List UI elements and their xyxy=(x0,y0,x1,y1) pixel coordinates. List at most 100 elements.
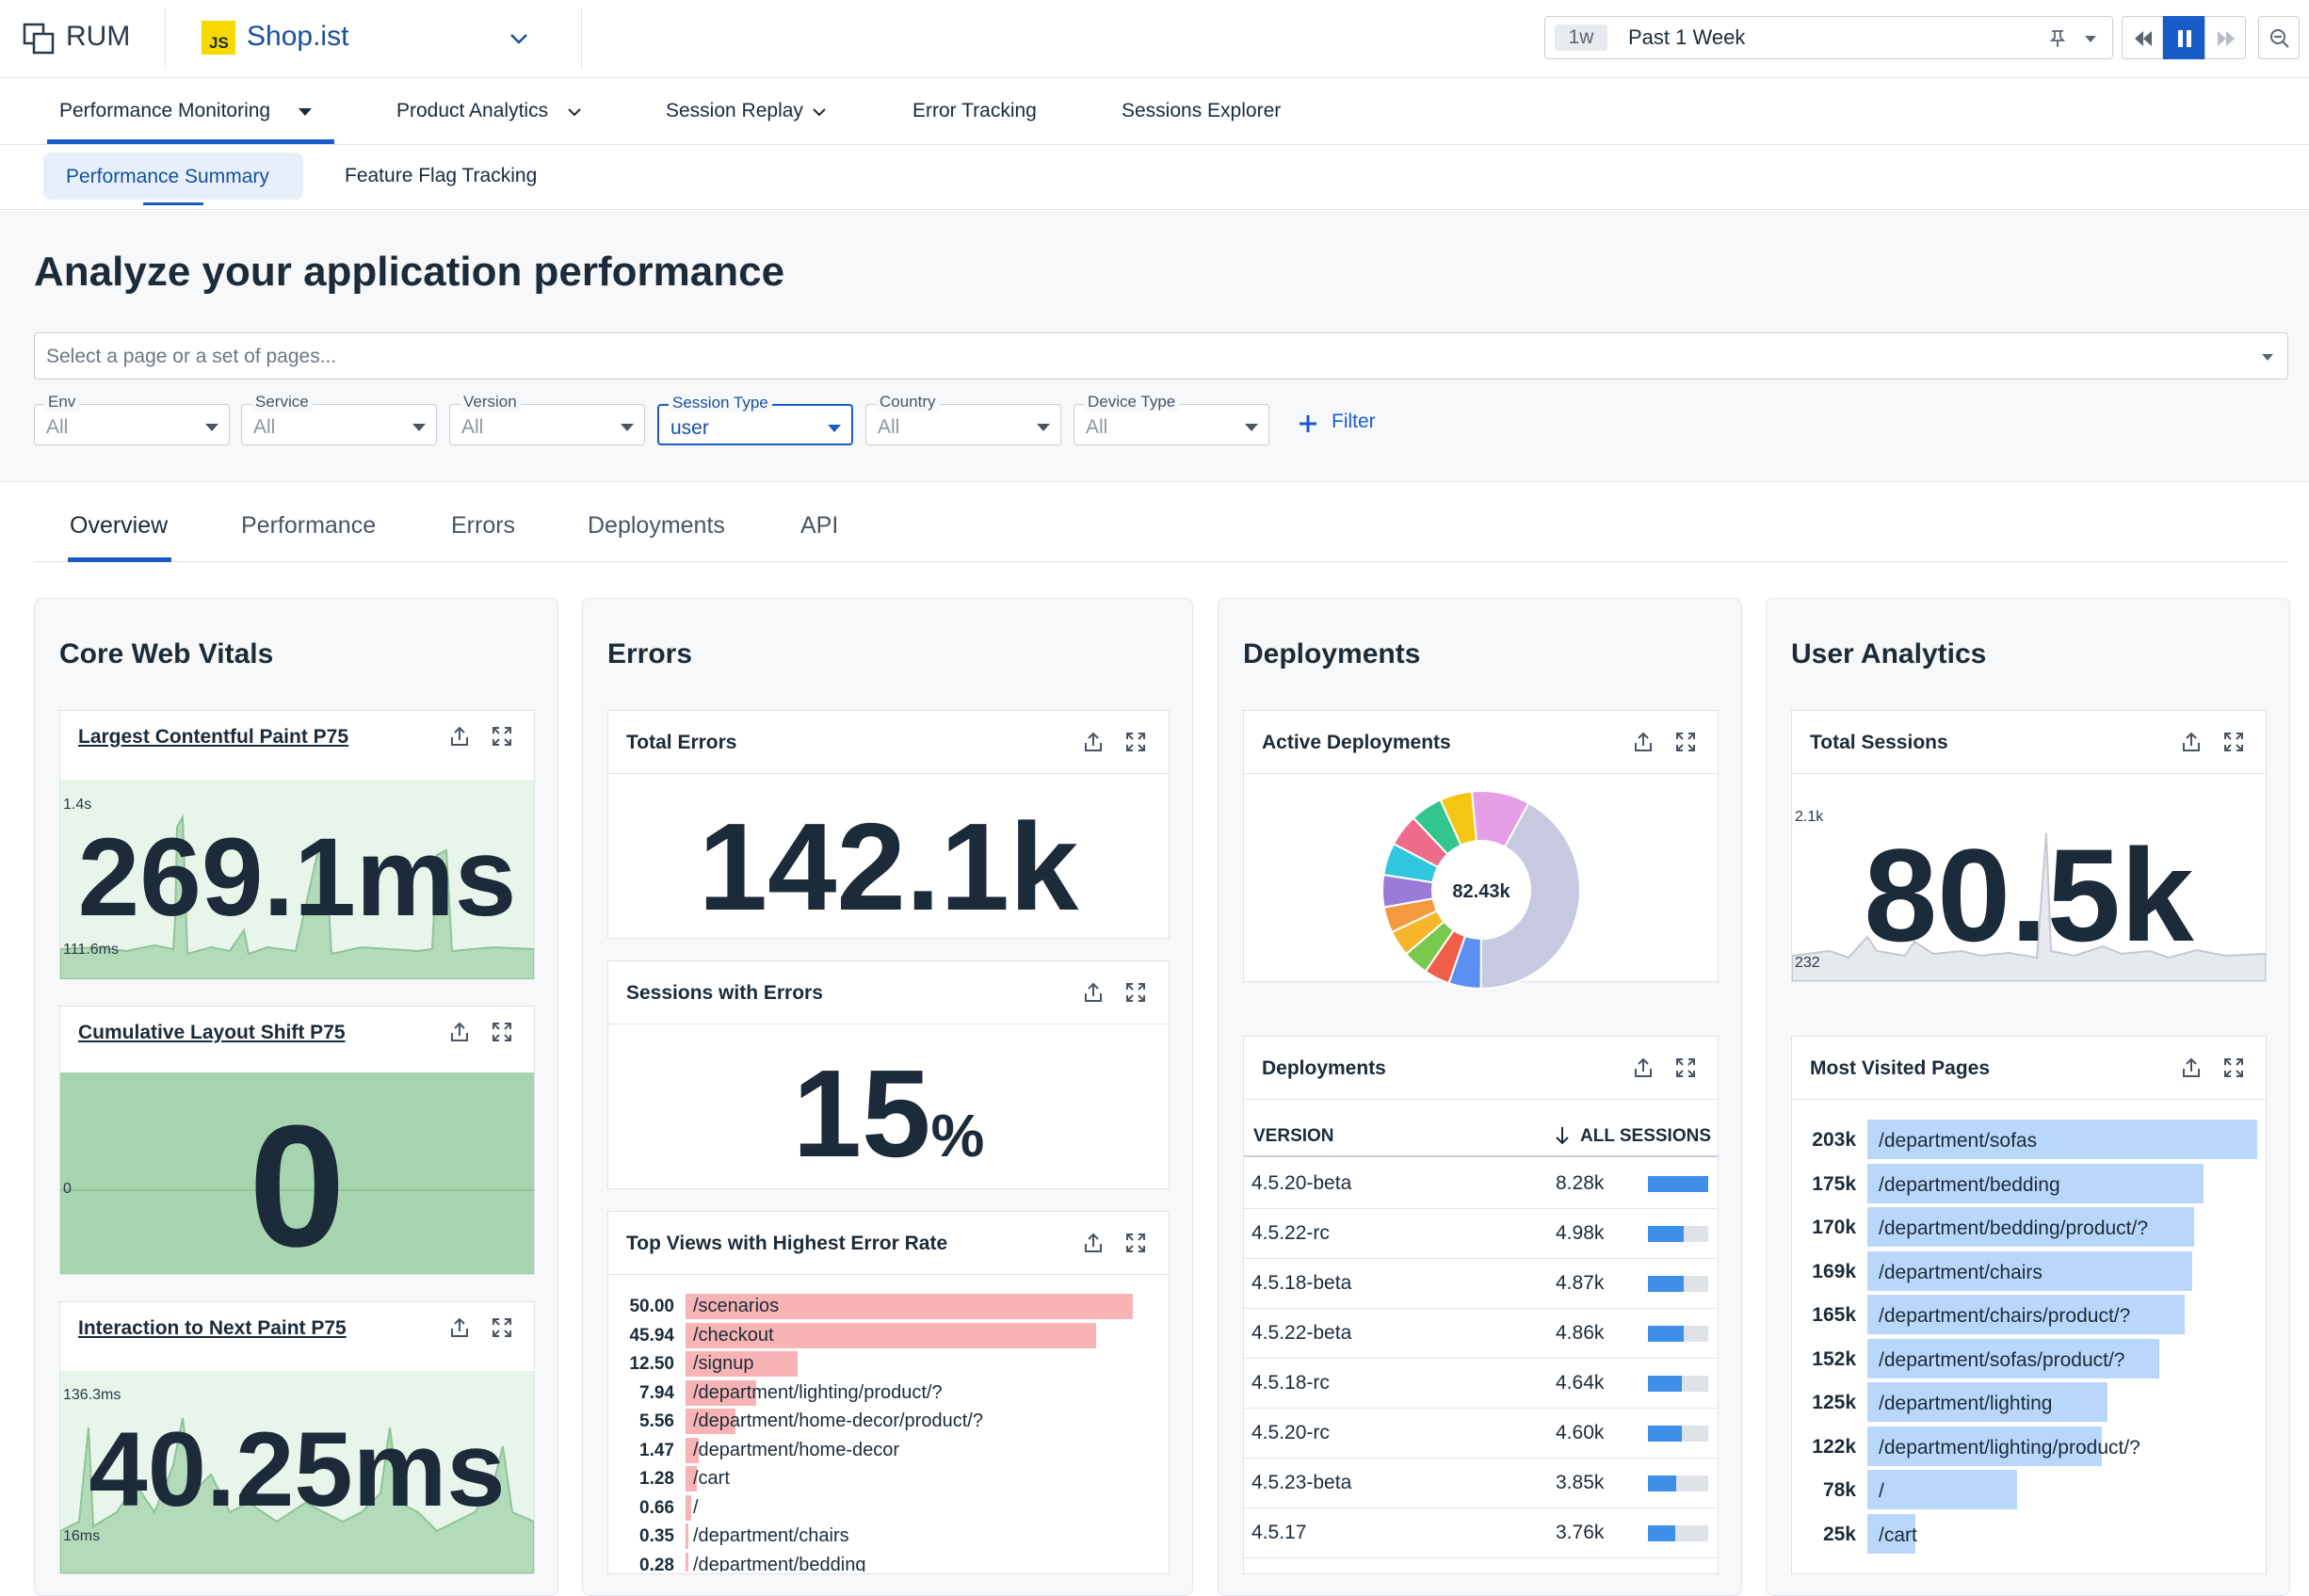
column-header-version[interactable]: VERSION xyxy=(1253,1126,1334,1146)
device-type-filter[interactable]: Device Type All xyxy=(1074,393,1269,445)
export-icon[interactable] xyxy=(1081,1231,1106,1255)
export-icon[interactable] xyxy=(447,1020,472,1044)
nav-session-replay[interactable]: Session Replay xyxy=(666,100,826,122)
list-item[interactable]: 50.00/scenarios xyxy=(608,1294,1154,1320)
list-item[interactable]: 25k/cart xyxy=(1792,1513,2266,1556)
widget-title[interactable]: Interaction to Next Paint P75 xyxy=(78,1317,347,1339)
row-bar xyxy=(1867,1295,2185,1334)
zoom-out-button[interactable] xyxy=(2258,16,2300,59)
table-row[interactable]: 4.5.20-beta 8.28k xyxy=(1244,1159,1718,1209)
table-row[interactable]: 4.5.17 3.76k xyxy=(1244,1508,1718,1558)
list-item[interactable]: 203k/department/sofas xyxy=(1792,1120,2266,1161)
list-item[interactable]: 1.47/department/home-decor xyxy=(608,1437,1154,1464)
list-item[interactable]: 0.66 / xyxy=(608,1494,1154,1522)
export-icon[interactable] xyxy=(2179,1056,2204,1080)
nav-error-tracking[interactable]: Error Tracking xyxy=(912,100,1037,121)
list-item[interactable]: 152k/department/sofas/product/? xyxy=(1792,1338,2266,1380)
export-icon[interactable] xyxy=(2179,730,2204,754)
rewind-button[interactable] xyxy=(2122,16,2163,59)
row-label: / xyxy=(1879,1480,1884,1502)
list-item[interactable]: 175k/department/bedding xyxy=(1792,1163,2266,1205)
export-icon[interactable] xyxy=(447,724,472,749)
list-item[interactable]: 125k/department/lighting xyxy=(1792,1382,2266,1424)
list-item[interactable]: 45.94/checkout xyxy=(608,1322,1154,1349)
sessions-cell: 4.86k xyxy=(1556,1322,1605,1344)
expand-icon[interactable] xyxy=(1123,730,1148,754)
export-icon[interactable] xyxy=(1631,730,1655,754)
fast-forward-button[interactable] xyxy=(2204,16,2246,59)
timerange-picker[interactable]: 1w Past 1 Week xyxy=(1544,16,2113,59)
session-type-filter[interactable]: Session Type user xyxy=(657,394,853,445)
export-icon[interactable] xyxy=(1631,1056,1655,1080)
export-icon[interactable] xyxy=(1081,730,1106,754)
total-sessions-widget: Total Sessions 2.1k 232 80.5k xyxy=(1791,710,2267,982)
export-icon[interactable] xyxy=(447,1315,472,1340)
env-filter[interactable]: Env All xyxy=(34,393,230,445)
list-item[interactable]: 1.28/cart xyxy=(608,1466,1154,1492)
table-row[interactable]: 4.5.18-rc 4.64k xyxy=(1244,1359,1718,1409)
row-bar xyxy=(1867,1163,2204,1203)
column-header-sessions[interactable]: ALL SESSIONS xyxy=(1580,1126,1712,1146)
list-item[interactable]: 169k/department/chairs xyxy=(1792,1250,2266,1293)
list-item[interactable]: 165k/department/chairs/product/? xyxy=(1792,1295,2266,1336)
expand-icon[interactable] xyxy=(490,724,514,749)
pause-button[interactable] xyxy=(2163,16,2204,59)
nav-performance-monitoring[interactable]: Performance Monitoring xyxy=(59,100,312,122)
table-row[interactable]: 4.5.22-rc 4.98k xyxy=(1244,1209,1718,1259)
chevron-down-icon xyxy=(568,108,581,117)
caret-down-icon xyxy=(412,424,426,431)
deployments-donut-chart xyxy=(1381,790,1581,991)
list-item[interactable]: 170k/department/bedding/product/? xyxy=(1792,1207,2266,1249)
tab-performance[interactable]: Performance xyxy=(241,512,377,539)
list-item[interactable]: 5.56/department/home-decor/product/? xyxy=(608,1409,1154,1435)
expand-icon[interactable] xyxy=(1123,1231,1148,1255)
expand-icon[interactable] xyxy=(490,1020,514,1044)
table-row[interactable]: 4.5.22-beta 4.86k xyxy=(1244,1309,1718,1359)
service-filter[interactable]: Service All xyxy=(241,393,437,445)
table-row[interactable]: 4.5.23-beta 3.85k xyxy=(1244,1459,1718,1508)
expand-icon[interactable] xyxy=(2221,1056,2246,1080)
country-filter[interactable]: Country All xyxy=(865,393,1061,445)
project-selector[interactable]: Shop.ist xyxy=(247,21,349,52)
list-item[interactable]: 0.28/department/bedding xyxy=(608,1552,1154,1572)
donut-slice[interactable] xyxy=(1479,801,1581,990)
export-icon[interactable] xyxy=(1081,980,1106,1005)
widget-title[interactable]: Cumulative Layout Shift P75 xyxy=(78,1022,346,1043)
list-item[interactable]: 0.35/department/chairs xyxy=(608,1523,1154,1550)
nav-product-analytics[interactable]: Product Analytics xyxy=(396,100,581,122)
row-bar xyxy=(686,1523,689,1549)
list-item[interactable]: 122k/department/lighting/product/? xyxy=(1792,1426,2266,1468)
tab-errors[interactable]: Errors xyxy=(451,512,516,539)
row-bar xyxy=(686,1351,798,1377)
donut-slice[interactable] xyxy=(1470,790,1530,848)
tab-overview[interactable]: Overview xyxy=(70,512,169,539)
row-label: /department/lighting/product/? xyxy=(693,1381,943,1403)
nav-sessions-explorer[interactable]: Sessions Explorer xyxy=(1122,100,1282,121)
expand-icon[interactable] xyxy=(490,1315,514,1340)
tab-api[interactable]: API xyxy=(800,512,839,539)
list-item[interactable]: 7.94/department/lighting/product/? xyxy=(608,1379,1154,1407)
expand-icon[interactable] xyxy=(1123,980,1148,1005)
row-bar xyxy=(1867,1426,2102,1466)
page-select[interactable]: Select a page or a set of pages... xyxy=(34,332,2288,379)
chevron-down-icon[interactable] xyxy=(509,28,529,49)
list-item[interactable]: 12.50/signup xyxy=(608,1351,1154,1378)
widget-title[interactable]: Largest Contentful Paint P75 xyxy=(78,726,349,748)
subnav-feature-flag-tracking[interactable]: Feature Flag Tracking xyxy=(345,165,538,186)
sessions-bar-track xyxy=(1648,1176,1708,1192)
expand-icon[interactable] xyxy=(2221,730,2246,754)
row-label: /department/sofas/product/? xyxy=(1879,1348,2125,1371)
row-label: /cart xyxy=(693,1468,730,1489)
table-row[interactable]: 4.5.20-rc 4.60k xyxy=(1244,1409,1718,1459)
tab-deployments[interactable]: Deployments xyxy=(588,512,725,539)
version-filter[interactable]: Version All xyxy=(449,393,645,445)
arrow-down-icon[interactable] xyxy=(1553,1125,1572,1146)
expand-icon[interactable] xyxy=(1673,1056,1698,1080)
table-row[interactable]: 4.5.18-beta 4.87k xyxy=(1244,1259,1718,1309)
pin-icon[interactable] xyxy=(2047,28,2068,49)
list-item[interactable]: 78k / xyxy=(1792,1470,2266,1511)
expand-icon[interactable] xyxy=(1673,730,1698,754)
subnav-performance-summary[interactable]: Performance Summary xyxy=(43,153,303,205)
sessions-bar xyxy=(1648,1376,1682,1392)
chevron-down-icon[interactable] xyxy=(2082,30,2099,47)
